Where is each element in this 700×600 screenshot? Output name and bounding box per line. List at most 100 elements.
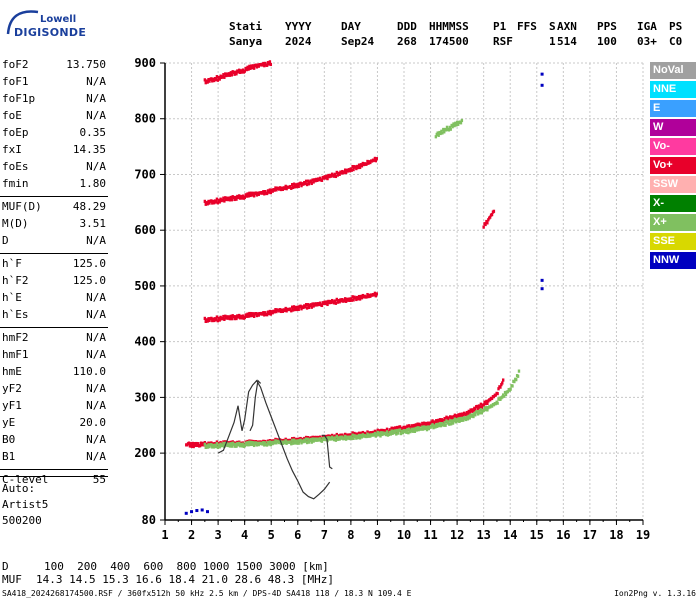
profile-line-2 <box>321 434 333 470</box>
data-point <box>234 315 237 319</box>
data-point <box>457 417 460 421</box>
data-point <box>290 442 293 446</box>
data-point <box>415 428 418 432</box>
data-point <box>222 73 225 77</box>
data-point <box>265 313 269 317</box>
data-point <box>366 159 369 164</box>
data-point <box>377 433 380 437</box>
data-point <box>214 318 218 322</box>
data-point <box>336 300 339 304</box>
data-point <box>375 292 378 296</box>
data-point <box>341 433 344 437</box>
x-tick-label: 10 <box>397 528 411 542</box>
data-point <box>501 381 504 385</box>
data-point <box>295 307 299 312</box>
data-point <box>435 424 439 428</box>
data-point <box>207 199 210 203</box>
data-point <box>376 428 379 432</box>
data-point <box>310 181 313 186</box>
profile-line-3 <box>249 379 262 432</box>
data-point <box>235 444 238 448</box>
data-point <box>284 306 287 311</box>
data-point <box>355 166 358 171</box>
x-tick-label: 19 <box>636 528 650 542</box>
data-point <box>320 178 324 182</box>
data-point <box>449 419 452 423</box>
data-point <box>437 424 441 428</box>
data-point <box>401 431 405 435</box>
data-point <box>197 442 200 446</box>
data-point <box>304 439 307 443</box>
data-point <box>302 305 305 310</box>
data-point <box>299 304 302 308</box>
data-point <box>396 428 399 433</box>
data-point <box>262 441 265 445</box>
header-value: 2024 <box>285 35 312 48</box>
data-point <box>245 443 248 447</box>
data-point <box>192 444 195 449</box>
data-point <box>273 441 276 445</box>
data-point <box>223 199 226 203</box>
data-point <box>233 72 236 76</box>
data-point <box>540 278 544 282</box>
param-row: hmE 110.0 <box>2 365 106 379</box>
data-point <box>230 444 233 448</box>
data-point <box>445 419 448 423</box>
data-point <box>475 410 479 414</box>
data-point <box>224 441 227 445</box>
auto-version: 500200 <box>2 514 42 527</box>
data-point <box>250 440 253 444</box>
data-point <box>232 195 235 200</box>
data-point <box>295 441 299 445</box>
param-value: N/A <box>86 399 106 412</box>
data-point <box>404 429 407 433</box>
data-point <box>264 441 267 445</box>
data-point <box>438 418 442 422</box>
data-point <box>208 318 211 323</box>
data-point <box>487 218 490 222</box>
data-point <box>240 316 244 320</box>
data-point <box>421 425 424 429</box>
param-name: yF2 <box>2 382 22 395</box>
data-point <box>471 413 474 417</box>
data-point <box>207 441 210 445</box>
data-point <box>273 188 276 192</box>
header-value: 100 <box>597 35 617 48</box>
data-point <box>238 441 241 445</box>
data-point <box>504 392 508 397</box>
data-point <box>486 401 489 405</box>
data-point <box>249 193 252 198</box>
data-point <box>467 409 470 413</box>
data-point <box>206 202 209 206</box>
data-point <box>304 303 308 307</box>
data-point <box>240 196 244 200</box>
data-point <box>453 413 457 417</box>
data-point <box>427 423 431 427</box>
data-point <box>416 422 419 426</box>
data-point <box>406 424 409 428</box>
data-point <box>360 296 364 300</box>
header-value: 174500 <box>429 35 469 48</box>
param-row: fxI 14.35 <box>2 143 106 157</box>
data-point <box>351 431 354 435</box>
data-point <box>207 317 210 321</box>
header-label: PS <box>669 20 683 33</box>
data-point <box>293 307 297 312</box>
legend-item: SSE <box>650 233 696 250</box>
data-point <box>274 308 277 312</box>
header-label: Stati <box>229 20 263 33</box>
data-point <box>422 427 425 431</box>
data-point <box>437 133 440 137</box>
data-point <box>379 434 382 438</box>
data-point <box>482 225 485 229</box>
footer-version: Ion2Png v. 1.3.16 <box>614 589 696 598</box>
data-point <box>326 177 329 181</box>
data-point <box>214 200 218 204</box>
data-point <box>275 309 278 314</box>
data-point <box>251 191 255 195</box>
data-point <box>267 190 271 194</box>
data-point <box>212 78 216 83</box>
data-point <box>243 69 246 73</box>
data-point <box>439 420 443 424</box>
param-row: D N/A <box>2 234 106 248</box>
